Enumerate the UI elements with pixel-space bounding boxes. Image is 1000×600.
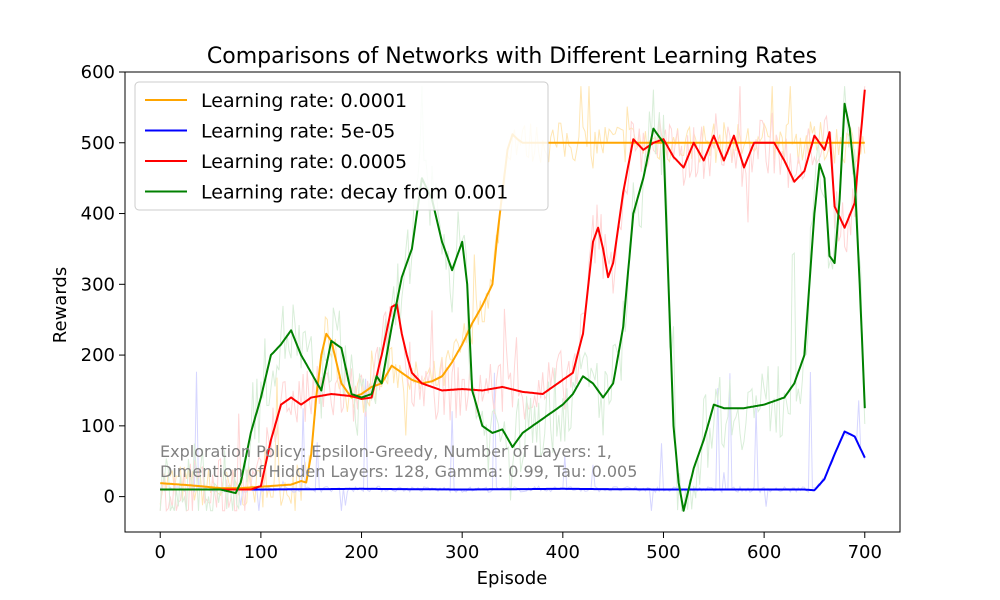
x-tick-label: 400 <box>546 542 580 563</box>
x-tick-label: 100 <box>244 542 278 563</box>
legend-label-1: Learning rate: 0.0001 <box>201 90 407 112</box>
axis-ticks: 0 100 200 300 400 500 600 700 0 100 200 300 400 500 60… <box>81 62 882 563</box>
legend-label-4: Learning rate: decay from 0.001 <box>201 182 508 204</box>
y-tick-label: 100 <box>81 416 115 437</box>
plot-frame <box>124 71 901 533</box>
legend-box <box>134 81 549 211</box>
x-tick-label: 0 <box>155 542 166 563</box>
annotation-line-1: Exploration Policy: Epsilon-Greedy, Numb… <box>160 442 612 461</box>
x-tick-label: 500 <box>646 542 680 563</box>
legend: Learning rate: 0.0001 Learning rate: 5e-0… <box>134 81 549 211</box>
y-tick-label: 0 <box>104 487 115 508</box>
legend-label-3: Learning rate: 0.0005 <box>201 151 407 173</box>
x-tick-label: 200 <box>344 542 378 563</box>
series-line-3 <box>160 89 866 491</box>
series-line-4 <box>160 102 866 512</box>
annotation-line-2: Dimention of Hidden Layers: 128, Gamma: … <box>160 462 637 481</box>
series-line-2 <box>160 430 866 492</box>
raw-trace-3 <box>159 86 866 512</box>
y-tick-label: 300 <box>81 274 115 295</box>
x-tick-label: 300 <box>445 542 479 563</box>
x-tick-label: 700 <box>848 542 882 563</box>
chart-title: Comparisons of Networks with Different L… <box>207 44 817 69</box>
y-tick-label: 200 <box>81 345 115 366</box>
y-tick-label: 400 <box>81 204 115 225</box>
y-axis-label: Rewards <box>50 267 71 343</box>
legend-label-2: Learning rate: 5e-05 <box>201 121 395 143</box>
x-tick-label: 600 <box>747 542 781 563</box>
x-axis-label: Episode <box>477 568 548 589</box>
raw-trace-4 <box>159 86 866 512</box>
y-tick-label: 600 <box>81 62 115 83</box>
y-tick-label: 500 <box>81 133 115 154</box>
